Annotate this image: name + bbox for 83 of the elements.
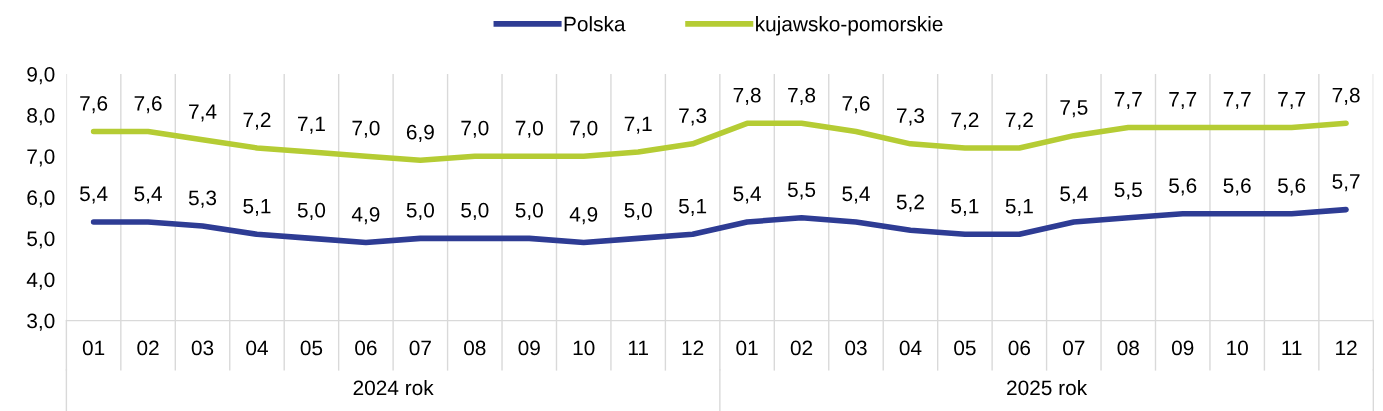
data-label: 6,9: [406, 124, 434, 142]
data-label: 5,0: [406, 202, 435, 221]
x-tick-label: 01: [82, 340, 105, 356]
x-tick-label: 03: [191, 340, 214, 356]
data-label: 5,0: [461, 202, 489, 221]
x-tick-label: 06: [355, 340, 377, 356]
data-label: 7,4: [189, 104, 217, 122]
data-label: 5,6: [1169, 178, 1197, 196]
x-tick-label: 05: [300, 340, 323, 356]
data-label: 7,1: [624, 116, 652, 134]
x-tick-label: 11: [628, 340, 648, 356]
y-tick-label: 8,0: [27, 108, 55, 126]
x-tick-label: 10: [573, 340, 595, 356]
x-tick-label: 09: [518, 340, 540, 356]
x-tick-label: 11: [1282, 340, 1302, 356]
data-label: 7,8: [733, 87, 761, 105]
x-tick-label: 02: [137, 340, 159, 356]
data-label: 5,2: [896, 194, 924, 212]
x-tick-label: 06: [1008, 340, 1031, 356]
x-tick-label: 04: [246, 340, 268, 356]
x-tick-label: 03: [845, 340, 867, 356]
y-tick-label: 3,0: [27, 313, 55, 331]
data-label: 7,6: [842, 95, 870, 114]
y-tick-label: 4,0: [26, 272, 55, 290]
x-tick-label: 04: [899, 340, 922, 356]
x-tick-label: 02: [790, 340, 813, 356]
x-tick-label: 07: [1063, 340, 1085, 356]
data-label: 5,0: [515, 202, 543, 221]
x-tick-label: 01: [736, 340, 758, 356]
data-label: 7,0: [515, 120, 543, 138]
data-label: 7,0: [352, 120, 380, 138]
x-tick-label: 09: [1171, 340, 1194, 356]
data-label: 5,6: [1223, 178, 1251, 196]
data-label: 5,6: [1277, 178, 1306, 196]
data-label: 7,7: [1223, 92, 1251, 110]
data-label: 5,5: [1114, 182, 1142, 200]
data-label: 7,3: [897, 108, 925, 126]
data-label: 7,6: [134, 95, 162, 114]
data-label: 4,9: [351, 206, 380, 225]
legend-label: Polska: [564, 16, 626, 32]
data-label: 5,0: [624, 202, 652, 221]
data-label: 7,6: [80, 95, 108, 114]
data-label: 7,3: [679, 108, 707, 126]
data-label: 7,8: [788, 87, 816, 105]
y-tick-label: 7,0: [27, 149, 55, 167]
x-tick-label: 12: [1336, 340, 1357, 356]
data-label: 7,2: [1005, 112, 1033, 130]
x-tick-label: 05: [954, 340, 976, 356]
data-label: 7,0: [461, 120, 489, 138]
data-label: 7,7: [1278, 92, 1306, 110]
data-label: 7,1: [298, 116, 325, 134]
data-label: 5,4: [134, 186, 162, 204]
data-label: 7,0: [570, 120, 598, 138]
data-label: 5,5: [787, 182, 816, 200]
y-tick-label: 9,0: [27, 66, 55, 85]
data-label: 5,4: [79, 186, 108, 204]
data-label: 5,1: [678, 198, 707, 216]
data-label: 5,4: [733, 186, 761, 204]
x-tick-label: 07: [409, 340, 431, 356]
x-tick-label: 12: [682, 340, 704, 356]
data-label: 5,3: [188, 190, 217, 208]
data-label: 4,9: [569, 206, 598, 225]
data-label: 5,1: [951, 198, 979, 216]
text: 2025 rok: [1007, 379, 1088, 396]
data-label: 5,0: [297, 202, 326, 221]
data-label: 7,5: [1060, 100, 1088, 118]
y-tick-label: 5,0: [27, 231, 55, 249]
legend-label: kujawsko-pomorskie: [756, 16, 943, 36]
data-label: 5,4: [842, 186, 870, 204]
text: 2024 rok: [353, 379, 434, 396]
data-label: 5,7: [1332, 174, 1360, 192]
x-tick-label: 10: [1227, 340, 1248, 356]
data-label: 5,1: [243, 198, 271, 216]
data-label: 7,8: [1332, 87, 1360, 105]
data-label: 5,1: [1005, 198, 1033, 216]
y-tick-label: 6,0: [27, 190, 55, 208]
data-label: 7,2: [951, 112, 979, 130]
data-label: 7,7: [1114, 92, 1142, 110]
x-tick-label: 08: [464, 340, 486, 356]
data-label: 7,2: [243, 112, 271, 130]
data-label: 7,7: [1169, 92, 1197, 110]
data-label: 5,4: [1060, 186, 1088, 204]
x-tick-label: 08: [1117, 340, 1139, 356]
